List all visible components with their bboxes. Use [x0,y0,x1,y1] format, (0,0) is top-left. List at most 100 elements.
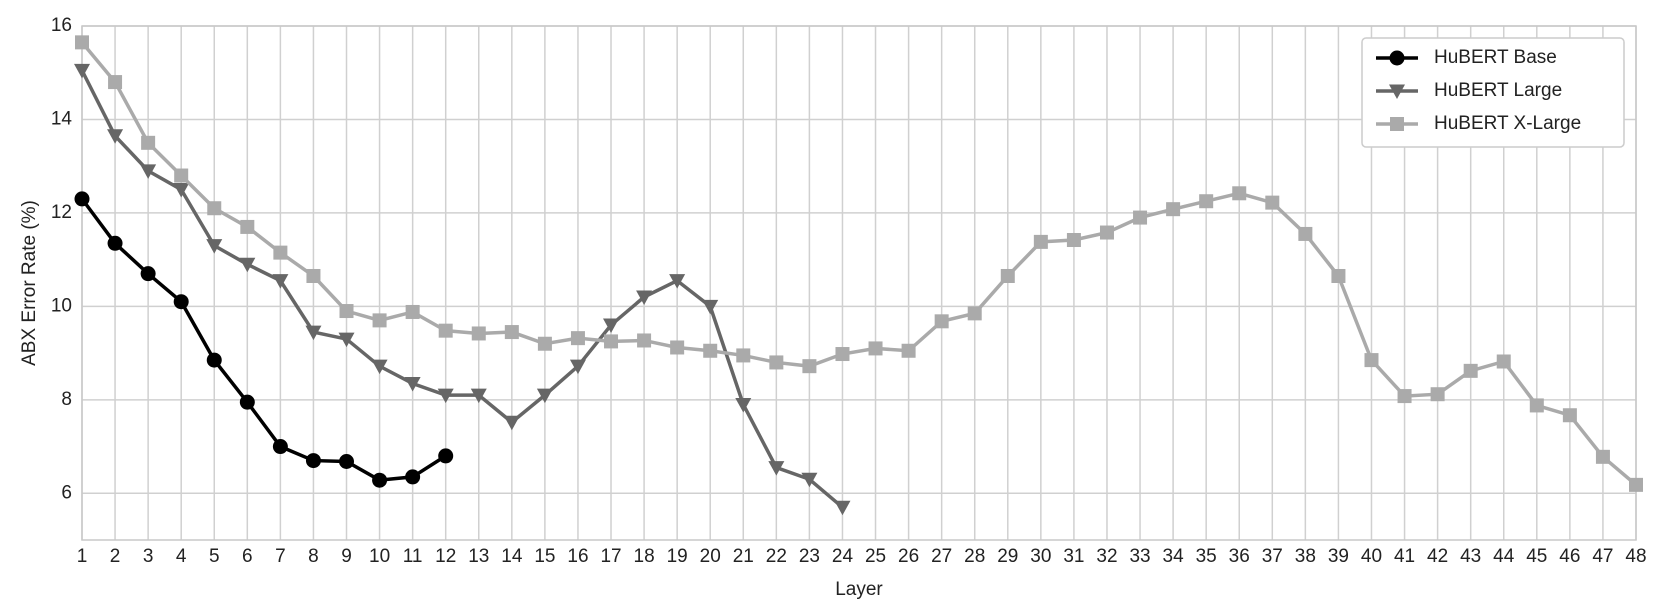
marker [1099,225,1114,240]
marker [1133,210,1148,225]
marker [140,164,157,179]
x-tick-label: 27 [931,546,952,567]
marker [670,340,685,355]
marker [1364,353,1379,368]
x-tick-label: 15 [534,546,555,567]
x-tick-label: 28 [964,546,985,567]
y-tick-label: 6 [61,482,72,503]
marker [206,239,223,254]
marker [901,343,916,358]
x-tick-label: 18 [634,546,655,567]
x-tick-label: 34 [1163,546,1185,567]
y-tick-label: 8 [61,389,72,410]
marker [108,75,123,90]
x-tick-label: 48 [1625,546,1646,567]
marker [1390,117,1404,131]
x-tick-label: 42 [1427,546,1448,567]
marker [141,135,156,150]
marker [537,336,552,351]
marker [1066,233,1081,248]
marker [1463,363,1478,378]
x-tick-label: 1 [77,546,88,567]
x-tick-label: 9 [341,546,352,567]
marker [1562,408,1577,423]
marker [1000,268,1015,283]
marker [74,63,90,79]
marker [140,266,156,282]
x-tick-label: 3 [143,546,154,567]
marker [305,453,321,469]
marker [802,359,817,374]
x-tick-label: 41 [1394,546,1415,567]
x-tick-label: 39 [1328,546,1349,567]
marker [207,201,222,216]
marker [405,304,420,319]
marker [504,325,519,340]
x-tick-label: 32 [1096,546,1117,567]
marker [173,294,189,310]
x-tick-label: 5 [209,546,220,567]
marker [338,332,355,348]
x-tick-label: 47 [1592,546,1613,567]
marker [604,334,619,349]
x-tick-label: 10 [369,546,390,567]
marker [1389,50,1405,66]
x-tick-label: 19 [667,546,688,567]
marker [1595,449,1610,464]
marker [174,168,189,183]
x-tick-label: 23 [799,546,820,567]
marker [372,472,388,488]
x-tick-label: 20 [700,546,721,567]
marker [404,376,421,392]
marker [438,448,454,464]
marker [305,325,322,341]
x-tick-label: 37 [1262,546,1283,567]
x-tick-label: 29 [997,546,1018,567]
x-tick-label: 6 [242,546,253,567]
y-tick-label: 10 [51,295,72,316]
marker [570,331,585,346]
marker [1033,234,1048,249]
marker [1496,354,1511,369]
y-axis-label: ABX Error Rate (%) [19,200,40,366]
x-tick-label: 13 [468,546,489,567]
y-tick-label: 12 [51,202,72,223]
marker [536,388,553,404]
marker [74,191,90,207]
series-line [80,69,844,509]
marker [637,333,652,348]
marker [1430,387,1445,402]
marker [372,313,387,328]
x-tick-label: 38 [1295,546,1316,567]
marker [437,388,454,404]
marker [371,359,388,375]
marker [339,304,354,319]
marker [835,347,850,362]
x-tick-label: 21 [733,546,754,567]
x-tick-label: 7 [275,546,286,567]
marker [306,268,321,283]
plot-frame [81,25,1637,541]
x-tick-label: 11 [403,546,423,567]
marker [1298,226,1313,241]
marker [669,274,686,289]
marker [1629,477,1643,492]
marker [702,299,719,315]
marker [603,318,620,334]
x-axis-label: Layer [835,579,883,600]
marker [405,469,421,485]
marker [107,235,123,251]
x-tick-label: 35 [1196,546,1217,567]
marker [1331,268,1346,283]
legend-label: HuBERT Large [1434,80,1562,101]
marker [1529,398,1544,413]
marker [438,323,453,338]
x-tick-label: 36 [1229,546,1250,567]
marker [636,290,653,306]
marker [470,388,487,404]
x-tick-label: 31 [1063,546,1084,567]
marker [934,314,949,329]
marker [173,183,190,198]
x-tick-label: 24 [832,546,854,567]
